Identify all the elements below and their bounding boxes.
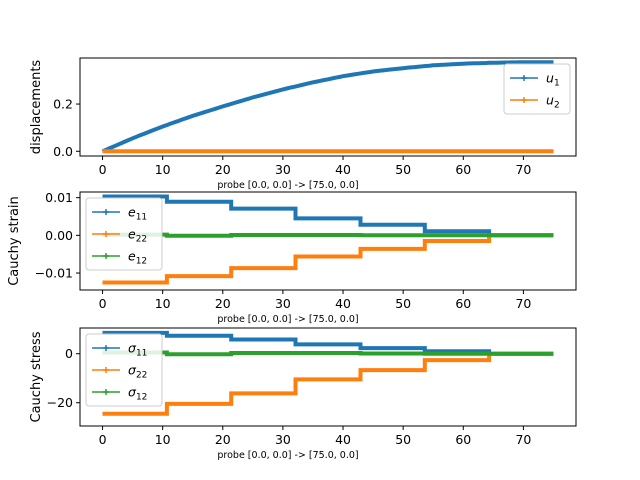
series-σ11-core — [102, 332, 554, 355]
axes-frame — [79, 57, 577, 157]
legend-marker — [521, 97, 527, 103]
series-e12-core — [102, 233, 554, 237]
legend-marker — [103, 367, 109, 373]
x-tick-label: 10 — [155, 432, 171, 447]
y-tick-label: −0.01 — [35, 266, 73, 281]
x-axis-label: probe [0.0, 0.0] -> [75.0, 0.0] — [217, 450, 358, 461]
series-e22-core — [102, 234, 554, 284]
axes-frame — [79, 327, 577, 427]
legend-marker — [521, 75, 527, 81]
series-u1-line — [101, 60, 554, 154]
legend-box — [85, 333, 163, 407]
x-tick-label: 0 — [99, 432, 107, 447]
x-tick-label: 20 — [215, 432, 231, 447]
x-tick-label: 30 — [275, 296, 291, 311]
legend-marker — [103, 253, 109, 259]
x-tick-label: 70 — [515, 162, 531, 177]
x-tick-label: 60 — [455, 432, 471, 447]
y-tick-label: 0 — [65, 346, 73, 361]
legend-subscript: 22 — [136, 235, 147, 245]
y-tick-label: 0.2 — [53, 97, 73, 112]
series-e11-core — [102, 195, 554, 237]
legend-subscript: 11 — [136, 349, 147, 359]
x-tick-label: 60 — [455, 162, 471, 177]
subplot-3: 0 10 20 30 40 50 60 70 0 −20 probe [0.0, 0.0] -> [… — [29, 327, 577, 461]
y-axis-label: Cauchy strain — [7, 196, 22, 286]
y-axis-label: displacements — [29, 60, 44, 155]
legend-marker — [103, 389, 109, 395]
x-tick-label: 30 — [275, 432, 291, 447]
x-tick-label: 40 — [335, 432, 351, 447]
x-axis-label: probe [0.0, 0.0] -> [75.0, 0.0] — [217, 180, 358, 191]
x-tick-label: 30 — [275, 162, 291, 177]
legend-subscript: 2 — [554, 101, 560, 111]
legend-subscript: 12 — [136, 393, 147, 403]
plot-area — [101, 60, 554, 154]
legend-marker — [103, 345, 109, 351]
legend-marker — [103, 209, 109, 215]
legend-subscript: 1 — [554, 79, 560, 89]
y-tick-label: 0.0 — [53, 144, 73, 159]
x-tick-label: 50 — [395, 432, 411, 447]
x-axis-label: probe [0.0, 0.0] -> [75.0, 0.0] — [217, 314, 358, 325]
x-tick-label: 70 — [515, 296, 531, 311]
y-tick-label: 0.01 — [45, 190, 73, 205]
x-tick-label: 50 — [395, 162, 411, 177]
subplot-1: 0 10 20 30 40 50 60 70 0.0 0.2 probe [0.0, 0.0] ->… — [29, 57, 577, 191]
x-tick-label: 10 — [155, 296, 171, 311]
legend-box — [503, 63, 571, 115]
series-σ12-core — [102, 351, 554, 355]
plot-area — [102, 330, 554, 416]
y-tick-label: −20 — [47, 395, 73, 410]
legend-subscript: 22 — [136, 371, 147, 381]
x-tick-label: 40 — [335, 296, 351, 311]
x-tick-label: 70 — [515, 432, 531, 447]
y-axis-label: Cauchy stress — [29, 331, 44, 422]
x-tick-label: 0 — [99, 296, 107, 311]
plot-area — [102, 194, 554, 285]
x-tick-label: 40 — [335, 162, 351, 177]
x-tick-label: 20 — [215, 296, 231, 311]
series-σ22-line — [102, 351, 554, 416]
series-σ22-core — [102, 352, 554, 415]
axes-frame — [79, 191, 577, 291]
x-tick-label: 10 — [155, 162, 171, 177]
x-tick-label: 60 — [455, 296, 471, 311]
legend-subscript: 11 — [136, 213, 147, 223]
subplot-2: 0 10 20 30 40 50 60 70 0.01 0.00 −0.01 probe [0.0, … — [7, 190, 577, 325]
legend-marker — [103, 231, 109, 237]
x-tick-label: 20 — [215, 162, 231, 177]
legend-box — [85, 197, 163, 271]
x-tick-label: 50 — [395, 296, 411, 311]
legend-subscript: 12 — [136, 257, 147, 267]
series-u1-core — [102, 61, 554, 152]
x-tick-label: 0 — [99, 162, 107, 177]
y-tick-label: 0.00 — [45, 228, 73, 243]
